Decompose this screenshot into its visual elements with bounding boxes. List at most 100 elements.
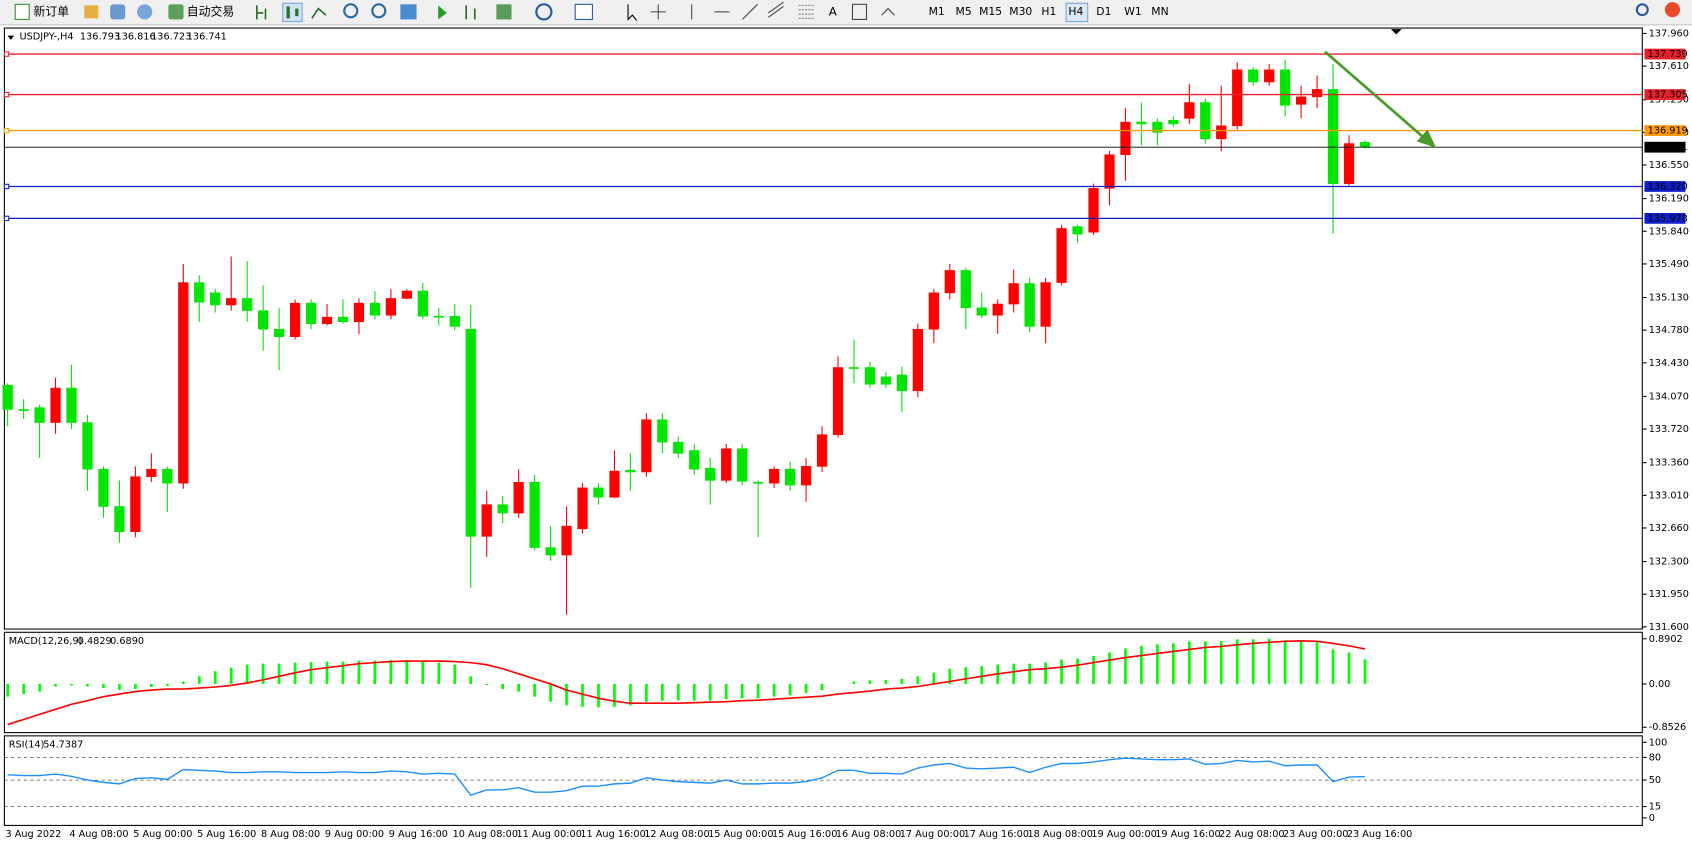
timeframe-button[interactable]: M15 [979, 5, 1002, 18]
fibo-button[interactable] [798, 4, 814, 19]
label-button[interactable] [851, 3, 868, 20]
line-label-bg [1644, 125, 1686, 136]
y-tick-label: 0 [1649, 813, 1655, 824]
y-tick-label: 134.070 [1649, 391, 1689, 402]
auto-trade-button[interactable]: 自动交易 [187, 4, 234, 18]
bar-chart-button[interactable] [256, 5, 267, 20]
trendline-button[interactable] [742, 3, 758, 20]
arrows-button[interactable] [881, 7, 895, 16]
new-order-icon[interactable] [14, 3, 30, 20]
auto-trade-icon[interactable] [168, 4, 184, 20]
tool-icon[interactable] [137, 4, 153, 20]
x-tick-label: 5 Aug 00:00 [133, 829, 192, 840]
timeframes: M1 M5 M15 M30 H1 H4 D1 W1 MN [929, 5, 1169, 18]
candle-body [1088, 188, 1099, 233]
candle-chart-button[interactable] [282, 2, 303, 23]
text-tool-button[interactable]: A [829, 4, 838, 18]
x-tick-label: 19 Aug 00:00 [1091, 829, 1156, 840]
y-tick-label: 135.840 [1649, 226, 1689, 237]
x-tick-label: 18 Aug 08:00 [1027, 829, 1092, 840]
y-tick-label: 132.660 [1649, 523, 1689, 534]
y-tick-label: 131.950 [1649, 589, 1689, 600]
chart-menu-arrow [7, 35, 15, 40]
timeframe-button[interactable]: H1 [1041, 5, 1056, 18]
zoom-out-button[interactable] [371, 3, 387, 19]
candle-body [800, 466, 812, 486]
candle-body [130, 476, 141, 532]
shift-button[interactable] [465, 5, 476, 20]
macd-title: MACD(12,26,9) [9, 636, 83, 647]
crosshair-button[interactable] [650, 4, 666, 20]
candle-body [305, 302, 317, 324]
candle-body [848, 367, 860, 369]
timeframe-button[interactable]: MN [1151, 5, 1168, 18]
candle-body [992, 303, 1003, 316]
new-order-button[interactable]: 新订单 [34, 4, 70, 18]
arrow-head [1416, 129, 1437, 148]
y-tick-label: 135.490 [1649, 259, 1689, 270]
y-tick-label: 137.610 [1649, 61, 1689, 72]
candle-body [1040, 282, 1051, 327]
line-label-bg [1644, 181, 1686, 192]
candle-body [481, 504, 492, 537]
x-tick-label: 15 Aug 00:00 [708, 829, 773, 840]
candle-body [577, 487, 588, 530]
y-tick-label: 135.130 [1649, 293, 1689, 304]
active-period-bg [1065, 2, 1089, 23]
candle-body [337, 316, 349, 323]
periods-button[interactable] [535, 3, 553, 21]
candle-body [1024, 283, 1035, 327]
timeframe-button[interactable]: M30 [1009, 5, 1032, 18]
scroll-button[interactable] [438, 5, 447, 20]
candle-body [369, 302, 381, 316]
candle-body [721, 448, 732, 481]
x-tick-label: 10 Aug 08:00 [453, 829, 518, 840]
candle-body [50, 387, 61, 423]
price-label: 136.741 [1648, 142, 1688, 153]
tile-button[interactable] [400, 4, 417, 20]
timeframe-button[interactable]: W1 [1124, 5, 1142, 18]
zoom-in-button[interactable] [343, 3, 359, 19]
ohlc-close: 136.741 [187, 32, 227, 43]
candle-body [1216, 125, 1227, 140]
rsi-value: 54.7387 [43, 739, 83, 750]
candle-body [960, 270, 971, 309]
candle-body [2, 384, 13, 410]
rsi-frame [3, 735, 1643, 826]
main-chart-frame [3, 27, 1643, 630]
timeframe-button[interactable]: H4 [1068, 5, 1083, 18]
cursor-button[interactable] [627, 4, 638, 21]
y-tick-label: 133.010 [1649, 490, 1689, 501]
channel-button[interactable] [767, 1, 784, 18]
line-handle [3, 51, 10, 57]
templates-button[interactable] [574, 3, 593, 20]
candle-body [497, 504, 508, 514]
candle-body [1295, 96, 1307, 105]
candle-body [513, 481, 524, 514]
notification-icon[interactable] [1664, 2, 1681, 18]
candle-body [162, 468, 173, 484]
ohlc-low: 136.723 [151, 32, 191, 43]
search-button[interactable] [1635, 3, 1649, 17]
tool-icon[interactable] [110, 4, 126, 20]
line-label: 137.305 [1648, 90, 1688, 101]
y-tick-label: 0.8902 [1649, 634, 1683, 645]
timeframe-button[interactable]: D1 [1096, 5, 1111, 18]
candle-body [1056, 228, 1067, 283]
indicators-button[interactable] [496, 4, 512, 20]
line-label: 136.320 [1648, 181, 1688, 192]
timeframe-button[interactable]: M5 [956, 5, 972, 18]
arrow-shaft [1324, 50, 1426, 140]
macd-frame [3, 631, 1643, 734]
line-chart-button[interactable] [311, 7, 327, 19]
candle-body [1184, 102, 1195, 119]
tool-icon[interactable] [84, 5, 99, 19]
candle-body [401, 290, 412, 299]
y-tick-label: 133.720 [1649, 424, 1689, 435]
candle-body [433, 315, 444, 318]
line-label-bg [1644, 212, 1686, 224]
candle-body [34, 407, 45, 423]
timeframe-button[interactable]: M1 [929, 5, 945, 18]
candle-body [737, 448, 748, 482]
